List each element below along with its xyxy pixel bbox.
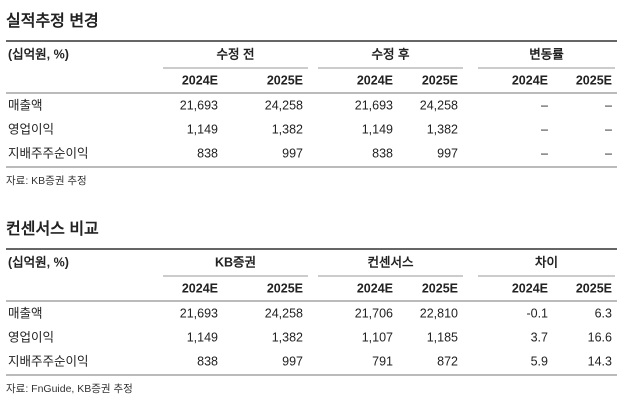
cell-value: 6.3 xyxy=(595,306,612,320)
column-header: 2025E xyxy=(422,73,458,87)
cell-value: 872 xyxy=(437,354,458,368)
group-header: 컨센서스 xyxy=(367,254,414,269)
cell-value: 1,149 xyxy=(187,330,218,344)
cell-value: 1,382 xyxy=(427,122,458,136)
cell-value: 21,693 xyxy=(355,98,393,112)
cell-value: 14.3 xyxy=(588,354,612,368)
cell-value: 1,382 xyxy=(272,122,303,136)
cell-value: 22,810 xyxy=(420,306,458,320)
group-header: 수정 전 xyxy=(217,46,255,61)
group-header: 차이 xyxy=(535,254,558,269)
row-label: 매출액 xyxy=(8,98,43,112)
cell-value: 997 xyxy=(282,354,303,368)
cell-value: – xyxy=(605,98,612,112)
cell-value: 1,149 xyxy=(362,122,393,136)
cell-value: 997 xyxy=(282,146,303,160)
cell-value: – xyxy=(541,98,548,112)
unit-label: (십억원, %) xyxy=(8,46,69,61)
row-label: 지배주주순이익 xyxy=(8,146,89,160)
cell-value: 5.9 xyxy=(531,354,548,368)
row-label: 영업이익 xyxy=(8,122,54,136)
group-header: KB증권 xyxy=(215,255,256,269)
row-label: 지배주주순이익 xyxy=(8,354,89,368)
section-title: 컨센서스 비교 xyxy=(6,220,99,238)
cell-value: – xyxy=(541,146,548,160)
cell-value: 1,149 xyxy=(187,122,218,136)
cell-value: -0.1 xyxy=(526,306,548,320)
cell-value: 1,382 xyxy=(272,330,303,344)
cell-value: 21,693 xyxy=(180,98,218,112)
cell-value: 1,185 xyxy=(427,330,458,344)
column-header: 2025E xyxy=(422,281,458,295)
section-title: 실적추정 변경 xyxy=(6,11,99,30)
cell-value: – xyxy=(605,122,612,136)
group-header: 수정 후 xyxy=(372,46,410,61)
source-note: 자료: KB증권 추정 xyxy=(6,175,87,187)
cell-value: 997 xyxy=(437,146,458,160)
column-header: 2024E xyxy=(182,281,218,295)
column-header: 2025E xyxy=(267,73,303,87)
cell-value: 3.7 xyxy=(531,330,548,344)
cell-value: 24,258 xyxy=(265,306,303,320)
column-header: 2025E xyxy=(267,281,303,295)
cell-value: 838 xyxy=(372,146,393,160)
column-header: 2024E xyxy=(357,73,393,87)
cell-value: 791 xyxy=(372,354,393,368)
cell-value: 24,258 xyxy=(420,98,458,112)
cell-value: 838 xyxy=(197,354,218,368)
cell-value: – xyxy=(605,146,612,160)
source-note: 자료: FnGuide, KB증권 추정 xyxy=(6,383,133,395)
column-header: 2024E xyxy=(357,281,393,295)
row-label: 영업이익 xyxy=(8,330,54,344)
cell-value: 16.6 xyxy=(588,330,612,344)
unit-label: (십억원, %) xyxy=(8,254,69,269)
cell-value: 1,107 xyxy=(362,330,393,344)
cell-value: 24,258 xyxy=(265,98,303,112)
cell-value: 21,706 xyxy=(355,306,393,320)
column-header: 2024E xyxy=(512,281,548,295)
group-header: 변동률 xyxy=(529,46,564,61)
column-header: 2025E xyxy=(576,281,612,295)
row-label: 매출액 xyxy=(8,306,43,320)
column-header: 2024E xyxy=(512,73,548,87)
column-header: 2025E xyxy=(576,73,612,87)
cell-value: – xyxy=(541,122,548,136)
cell-value: 838 xyxy=(197,146,218,160)
column-header: 2024E xyxy=(182,73,218,87)
cell-value: 21,693 xyxy=(180,306,218,320)
